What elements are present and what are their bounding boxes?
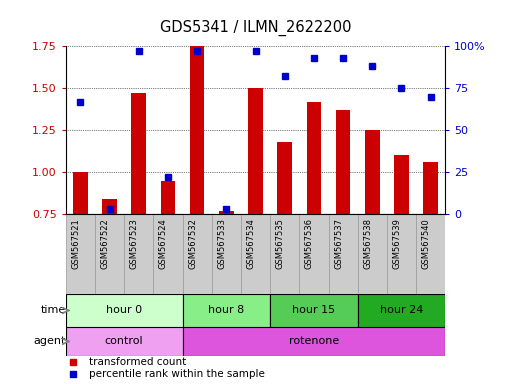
Text: GSM567521: GSM567521: [71, 218, 80, 269]
Bar: [270, 214, 299, 294]
Text: GSM567522: GSM567522: [100, 218, 110, 269]
Bar: [73, 172, 87, 214]
Text: transformed count: transformed count: [88, 357, 185, 367]
Bar: [357, 214, 386, 294]
Bar: [66, 294, 182, 327]
Text: percentile rank within the sample: percentile rank within the sample: [88, 369, 264, 379]
Text: hour 15: hour 15: [292, 305, 335, 316]
Bar: [328, 214, 357, 294]
Text: GSM567524: GSM567524: [159, 218, 168, 269]
Bar: [182, 214, 211, 294]
Text: rotenone: rotenone: [288, 336, 338, 346]
Bar: [240, 214, 270, 294]
Text: hour 8: hour 8: [208, 305, 244, 316]
Bar: [277, 142, 291, 214]
Bar: [335, 110, 350, 214]
Bar: [124, 214, 153, 294]
Text: time: time: [40, 305, 66, 316]
Bar: [182, 294, 270, 327]
Bar: [102, 199, 117, 214]
Bar: [415, 214, 444, 294]
Text: agent: agent: [33, 336, 66, 346]
Bar: [219, 211, 233, 214]
Bar: [386, 214, 415, 294]
Bar: [161, 180, 175, 214]
Bar: [299, 214, 328, 294]
Text: GSM567538: GSM567538: [363, 218, 372, 269]
Text: control: control: [105, 336, 143, 346]
Bar: [393, 156, 408, 214]
Text: GSM567539: GSM567539: [392, 218, 400, 269]
Bar: [423, 162, 437, 214]
Text: GSM567533: GSM567533: [217, 218, 226, 269]
Bar: [270, 294, 357, 327]
Bar: [153, 214, 182, 294]
Bar: [95, 214, 124, 294]
Bar: [248, 88, 262, 214]
Bar: [306, 102, 321, 214]
Bar: [364, 130, 379, 214]
Bar: [211, 214, 240, 294]
Text: GSM567540: GSM567540: [421, 218, 430, 269]
Text: hour 0: hour 0: [106, 305, 142, 316]
Text: GSM567536: GSM567536: [305, 218, 313, 269]
Text: GSM567532: GSM567532: [188, 218, 197, 269]
Text: GSM567535: GSM567535: [275, 218, 284, 269]
Bar: [131, 93, 146, 214]
Bar: [182, 327, 444, 356]
Bar: [66, 214, 95, 294]
Text: hour 24: hour 24: [379, 305, 422, 316]
Text: GSM567523: GSM567523: [129, 218, 138, 269]
Bar: [357, 294, 444, 327]
Bar: [66, 327, 182, 356]
Text: GSM567537: GSM567537: [333, 218, 342, 269]
Text: GSM567534: GSM567534: [246, 218, 255, 269]
Bar: [189, 24, 204, 214]
Text: GDS5341 / ILMN_2622200: GDS5341 / ILMN_2622200: [160, 20, 350, 36]
